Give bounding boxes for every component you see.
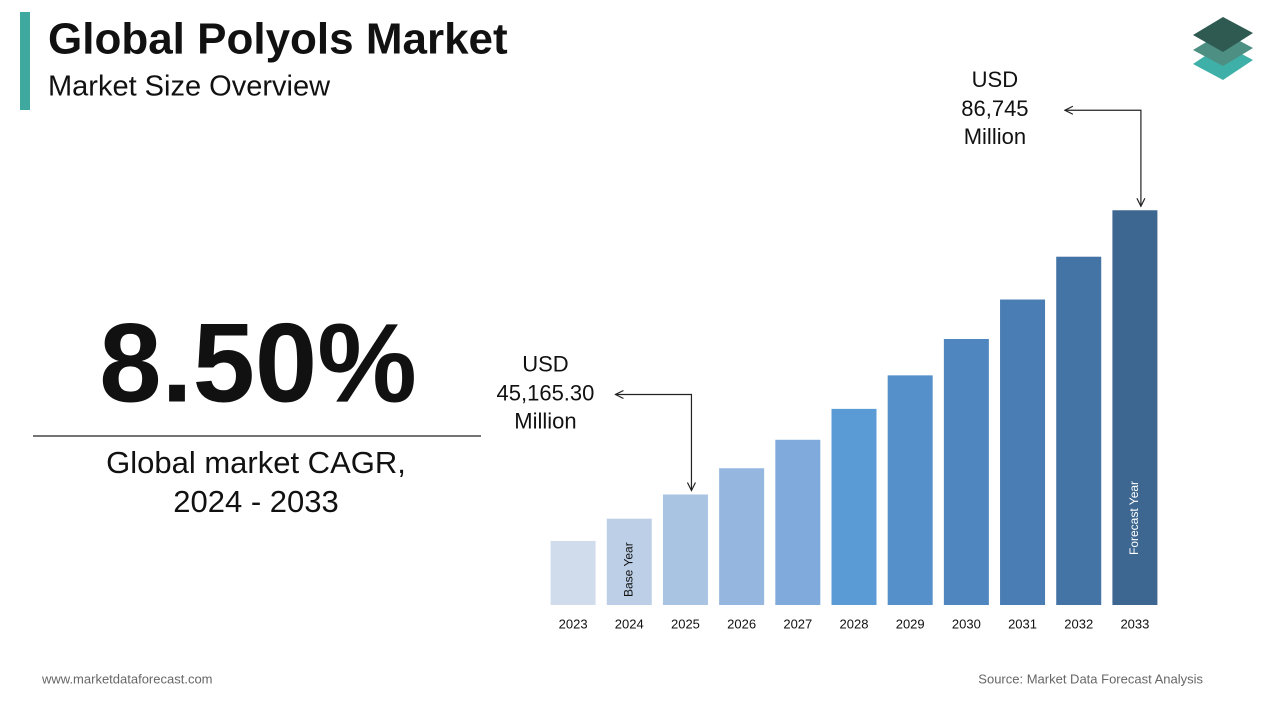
- bar: [1000, 299, 1046, 605]
- x-tick-label: 2027: [783, 616, 812, 631]
- cagr-caption: 2024 - 2033: [173, 484, 338, 519]
- title: Global Polyols Market: [48, 15, 508, 64]
- logo: [1193, 17, 1253, 80]
- annotation-prefix: USD: [972, 67, 1018, 92]
- x-tick-label: 2024: [615, 616, 644, 631]
- annotation-arrow: [615, 394, 691, 490]
- bar: [831, 408, 877, 605]
- bar: [550, 540, 596, 605]
- annotation-arrow: [1065, 110, 1141, 206]
- cagr-caption: Global market CAGR,: [106, 445, 406, 480]
- annotation-unit: Million: [514, 408, 576, 433]
- bar: [719, 468, 765, 605]
- bar: [606, 518, 652, 605]
- bar: [1112, 210, 1158, 605]
- source: Source: Market Data Forecast Analysis: [978, 671, 1203, 686]
- website: www.marketdataforecast.com: [41, 671, 213, 686]
- bar: [887, 375, 933, 605]
- subtitle: Market Size Overview: [48, 71, 331, 103]
- x-tick-label: 2032: [1064, 616, 1093, 631]
- x-tick-label: 2025: [671, 616, 700, 631]
- bar: [943, 338, 989, 605]
- bar: [662, 494, 708, 605]
- annotation-value: 45,165.30: [497, 380, 595, 405]
- x-tick-label: 2029: [896, 616, 925, 631]
- x-tick-label: 2023: [559, 616, 588, 631]
- bar: [775, 439, 821, 605]
- annotation-unit: Million: [964, 124, 1026, 149]
- x-tick-label: 2033: [1120, 616, 1149, 631]
- bar-note: Base Year: [621, 542, 635, 597]
- x-tick-label: 2028: [840, 616, 869, 631]
- bar-note: Forecast Year: [1127, 481, 1141, 555]
- x-tick-label: 2030: [952, 616, 981, 631]
- annotation-prefix: USD: [522, 351, 568, 376]
- bar: [1056, 256, 1102, 605]
- x-tick-label: 2031: [1008, 616, 1037, 631]
- x-tick-label: 2026: [727, 616, 756, 631]
- cagr-value: 8.50%: [99, 301, 417, 426]
- accent-bar: [20, 12, 30, 110]
- annotation-value: 86,745: [961, 96, 1028, 121]
